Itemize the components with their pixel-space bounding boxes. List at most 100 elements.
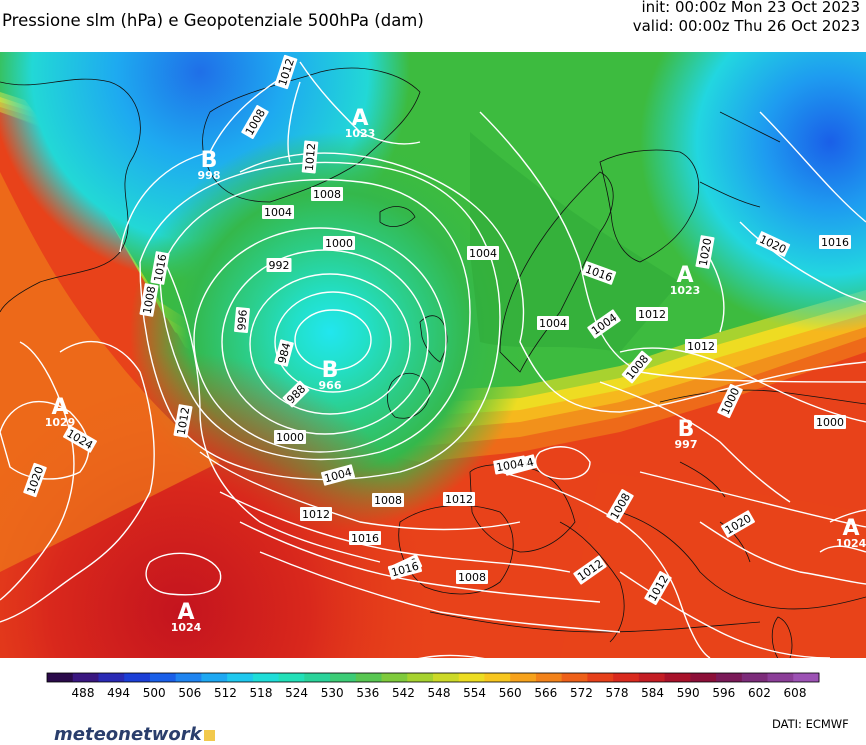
isobar-label: 1000 bbox=[274, 430, 306, 444]
colorbar-ticks: 488 494 500 506 512 518 524 530 536 542 548 554 560 5… bbox=[72, 686, 807, 700]
colorbar-tick-label: 518 bbox=[250, 686, 273, 700]
isobar-label: 1008 bbox=[372, 493, 404, 507]
isobar-label: 1012 bbox=[173, 404, 193, 438]
colorbar-swatch bbox=[793, 673, 820, 682]
colorbar-swatches bbox=[46, 672, 820, 683]
center-value: 1023 bbox=[345, 127, 376, 140]
colorbar-swatch bbox=[433, 673, 460, 682]
isobar-label: 1020 bbox=[695, 235, 715, 269]
weather-map: 1012100810121008100410009929969849881000… bbox=[0, 52, 866, 658]
isobar-label-bg bbox=[23, 462, 47, 498]
pressure-centers: A1023B998B966A1029A1024A1025A1023B997A10… bbox=[45, 106, 866, 634]
isobar-label-bg bbox=[717, 383, 743, 419]
isobar-label-bg bbox=[721, 510, 755, 538]
colorbar-swatch bbox=[149, 673, 177, 682]
colorbar-tick-label: 536 bbox=[356, 686, 379, 700]
isobar-label-bg bbox=[372, 493, 404, 507]
isobar-label-bg bbox=[349, 531, 381, 545]
isobar-label-bg bbox=[456, 570, 488, 584]
isobar-label: 1000 bbox=[323, 236, 355, 250]
isobar-label: 1012 bbox=[685, 339, 717, 353]
meteonetwork-logo: meteonetwork bbox=[54, 724, 215, 745]
isobar-label-bg bbox=[311, 187, 343, 201]
colorbar-tick-label: 608 bbox=[784, 686, 807, 700]
isobar-label-bg bbox=[814, 415, 846, 429]
center-value: 998 bbox=[198, 169, 221, 182]
isobar-label: 1008 bbox=[456, 570, 488, 584]
isobar-label-text: 1012 bbox=[445, 493, 473, 506]
isobar-label-text: 1012 bbox=[638, 308, 666, 321]
isobar-label: 1016 bbox=[819, 235, 851, 249]
isobar-label-bg bbox=[493, 455, 527, 475]
isobar-label: 992 bbox=[266, 258, 292, 272]
colorbar-swatch bbox=[535, 673, 563, 682]
colorbar-swatch bbox=[355, 673, 383, 682]
colorbar-tick-label: 584 bbox=[641, 686, 664, 700]
isobar-label: 996 bbox=[234, 307, 250, 333]
colorbar-swatch bbox=[201, 673, 228, 682]
isobar-label: 1012 bbox=[636, 307, 668, 321]
center-value: 1023 bbox=[670, 284, 701, 297]
isobar-label-text: 1012 bbox=[687, 340, 715, 353]
colorbar-swatch bbox=[278, 673, 305, 682]
isobar-label-bg bbox=[266, 258, 292, 272]
isobar-label: 1004 bbox=[467, 246, 499, 260]
isobar-label-text: 1004 bbox=[539, 317, 567, 330]
colorbar-swatch bbox=[330, 673, 357, 682]
center-letter: A bbox=[676, 263, 693, 288]
isobar-label-bg bbox=[755, 231, 791, 257]
colorbar-swatch bbox=[613, 673, 640, 682]
center-letter: A bbox=[842, 516, 859, 541]
colorbar-tick-label: 530 bbox=[321, 686, 344, 700]
colorbar-swatch bbox=[227, 673, 254, 682]
colorbar-swatch bbox=[252, 673, 280, 682]
center-letter: B bbox=[201, 148, 218, 173]
isobar-label-text: 1008 bbox=[141, 285, 159, 315]
colorbar-swatch bbox=[381, 673, 408, 682]
colorbar-tick-label: 542 bbox=[392, 686, 415, 700]
isobar-label-bg bbox=[819, 235, 851, 249]
isobar-label-text: 1000 bbox=[816, 416, 844, 429]
isobar-label: 984 bbox=[274, 339, 294, 367]
isobar-label-bg bbox=[274, 430, 306, 444]
isobar-label-bg bbox=[139, 283, 159, 317]
isobar-label-text: 996 bbox=[235, 309, 250, 331]
colorbar-swatch bbox=[407, 673, 434, 682]
isobar-label-bg bbox=[234, 307, 250, 333]
coastlines bbox=[0, 67, 866, 658]
isobar-label-bg bbox=[282, 380, 310, 408]
colorbar-tick-label: 560 bbox=[499, 686, 522, 700]
colorbar-swatch bbox=[304, 673, 331, 682]
colorbar-swatch bbox=[741, 673, 769, 682]
colorbar-tick-label: 566 bbox=[534, 686, 557, 700]
isobar-label: 1004 bbox=[493, 455, 527, 475]
colorbar-swatch bbox=[587, 673, 614, 682]
isobar-label-text: 1012 bbox=[303, 143, 318, 172]
colorbar-tick-label: 524 bbox=[285, 686, 308, 700]
isobar-label: 1012 bbox=[443, 492, 475, 506]
center-letter: A bbox=[51, 395, 68, 420]
colorbar-tick-label: 596 bbox=[712, 686, 735, 700]
colorbar-swatch bbox=[716, 673, 743, 682]
colorbar-border bbox=[46, 672, 820, 683]
isobar-label-bg bbox=[323, 236, 355, 250]
isobar-label-bg bbox=[581, 261, 617, 285]
center-value: 1024 bbox=[836, 537, 866, 550]
isobar-label-text: 992 bbox=[269, 259, 290, 272]
isobar-label-bg bbox=[262, 205, 294, 219]
isobar-label: 1004 bbox=[537, 316, 569, 330]
colorbar-swatch bbox=[510, 673, 537, 682]
isobar-label-bg bbox=[695, 235, 715, 269]
center-letter: A bbox=[177, 600, 194, 625]
center-value: 1029 bbox=[45, 416, 76, 429]
isobar-label-bg bbox=[685, 339, 717, 353]
isobar-label-text: 1008 bbox=[374, 494, 402, 507]
isobar-label-bg bbox=[387, 558, 423, 580]
